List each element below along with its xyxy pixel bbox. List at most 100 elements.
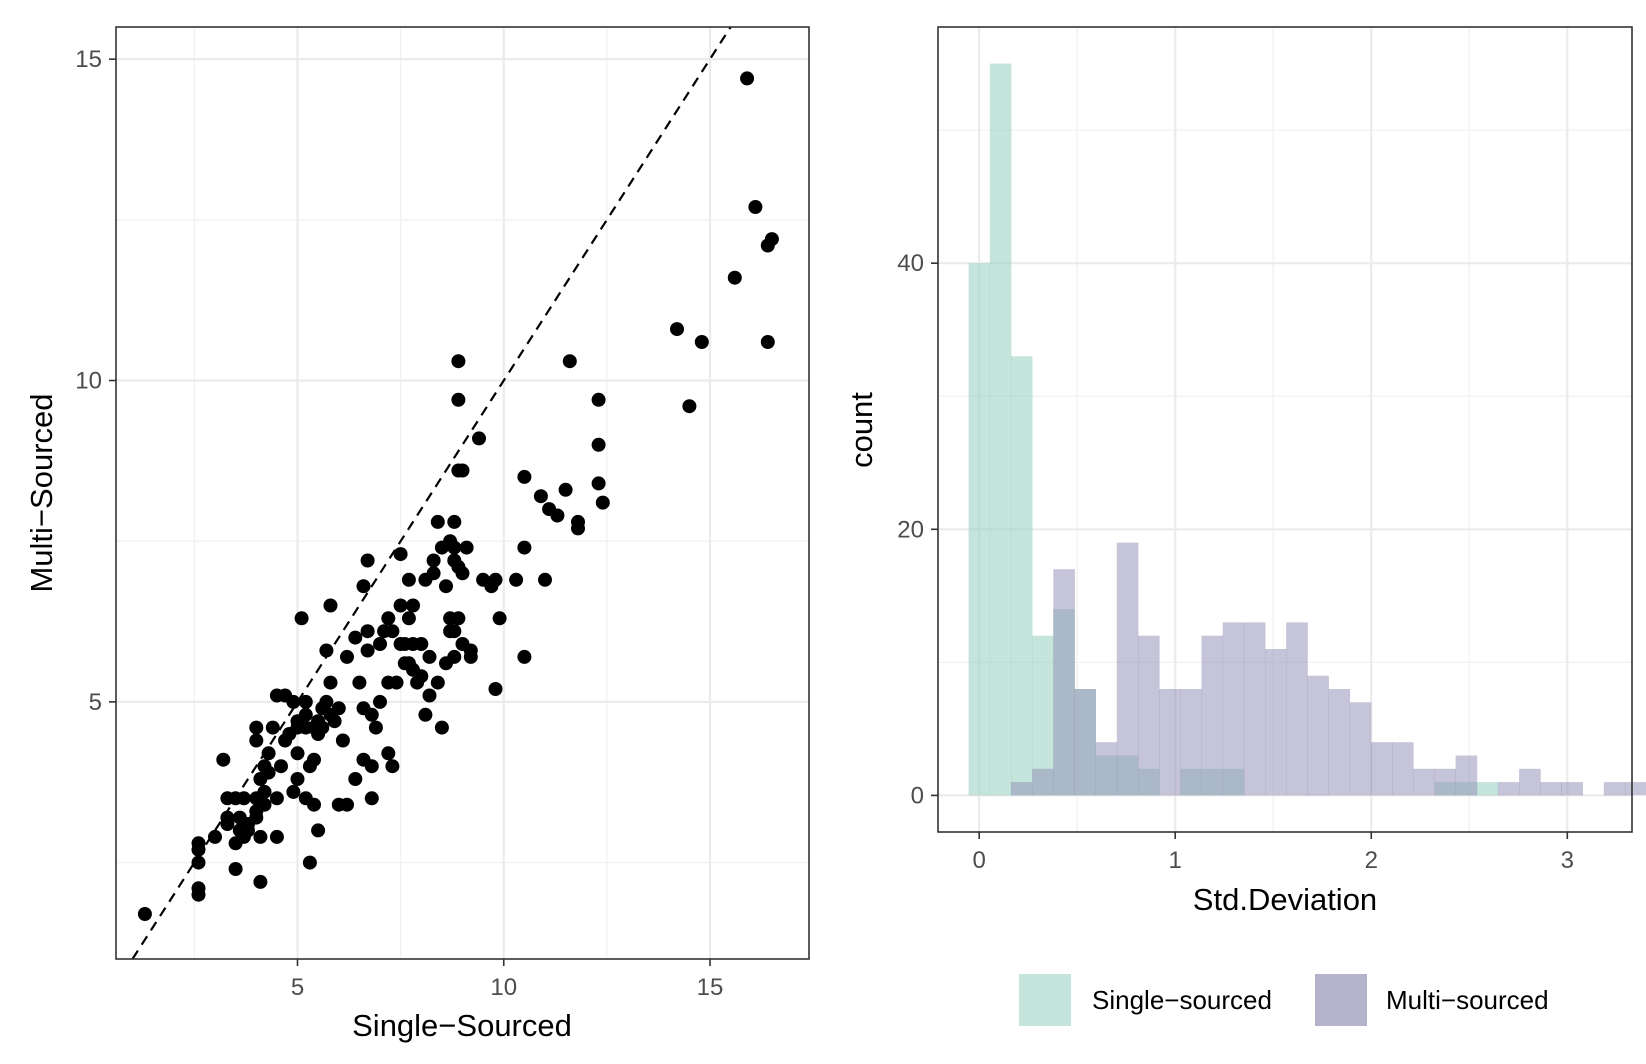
scatter-point xyxy=(430,675,445,690)
scatter-point xyxy=(340,649,354,664)
histogram-bar-multi-sourced xyxy=(1434,768,1456,796)
scatter-point xyxy=(406,598,420,613)
scatter-point xyxy=(249,733,264,748)
scatter-point xyxy=(447,624,462,639)
histogram-bar-multi-sourced xyxy=(1243,622,1266,796)
scatter-point xyxy=(323,675,338,690)
scatter-point xyxy=(591,392,606,407)
scatter-point xyxy=(385,759,400,774)
scatter-point xyxy=(269,829,284,844)
scatter-point xyxy=(401,611,416,626)
histogram-bar-multi-sourced xyxy=(1392,742,1414,796)
scatter-point xyxy=(764,232,779,247)
histogram-x-ticks: 0 1 2 3 xyxy=(972,832,1574,874)
scatter-y-ticks: 5 10 15 xyxy=(75,46,116,716)
scatter-point xyxy=(319,694,334,709)
scatter-point xyxy=(307,797,321,812)
scatter-point xyxy=(294,611,309,626)
scatter-point xyxy=(760,335,775,349)
scatter-point xyxy=(298,694,313,709)
histogram-bar-multi-sourced xyxy=(1222,622,1245,796)
scatter-point xyxy=(558,482,573,497)
scatter-point xyxy=(595,495,610,510)
histogram-bar-multi-sourced xyxy=(1159,689,1181,796)
scatter-point xyxy=(364,707,379,722)
histogram-bar-multi-sourced xyxy=(1561,782,1583,796)
histogram-bar-multi-sourced xyxy=(1116,542,1139,796)
histogram-bar-multi-sourced xyxy=(1286,622,1308,796)
histogram-panel-border xyxy=(937,26,1633,833)
histogram-bar-multi-sourced xyxy=(1497,782,1520,796)
scatter-point xyxy=(414,669,429,684)
histogram-bar-multi-sourced xyxy=(1307,675,1329,796)
scatter-point xyxy=(286,694,301,709)
histogram-bar-multi-sourced xyxy=(1053,569,1075,796)
histogram-bar-multi-sourced xyxy=(1095,742,1118,796)
scatter-point xyxy=(381,611,396,626)
scatter-point xyxy=(682,399,697,414)
scatter-point xyxy=(389,675,404,690)
scatter-point xyxy=(517,649,532,664)
scatter-point xyxy=(302,855,317,870)
scatter-point xyxy=(216,752,231,767)
scatter-point xyxy=(191,887,206,902)
scatter-point xyxy=(331,701,346,716)
scatter-point xyxy=(368,720,383,735)
scatter-point xyxy=(401,572,416,587)
histogram-bar-multi-sourced xyxy=(1413,768,1435,796)
scatter-point xyxy=(220,810,235,825)
legend-label-multi-sourced: Multi−sourced xyxy=(1386,985,1549,1015)
scatter-point xyxy=(253,874,268,889)
scatter-point xyxy=(261,746,276,761)
scatter-point xyxy=(269,791,284,806)
scatter-point xyxy=(360,553,375,568)
scatter-point xyxy=(274,759,288,774)
histogram-bar-single-sourced xyxy=(1010,356,1033,796)
scatter-point xyxy=(364,759,379,774)
scatter-point xyxy=(315,720,330,735)
scatter-point xyxy=(236,791,251,806)
scatter-point xyxy=(430,514,445,529)
histogram-y-tick-label: 20 xyxy=(897,516,924,543)
scatter-point xyxy=(727,270,742,285)
histogram-bar-multi-sourced xyxy=(1603,782,1626,796)
histogram-bar-multi-sourced xyxy=(1180,689,1202,796)
scatter-y-tick-label: 10 xyxy=(75,368,102,395)
scatter-point xyxy=(538,572,552,587)
scatter-point xyxy=(447,514,462,529)
scatter-point xyxy=(261,765,276,780)
scatter-point xyxy=(451,611,466,626)
legend-key-multi-sourced xyxy=(1315,974,1367,1026)
histogram-bar-multi-sourced xyxy=(1138,635,1160,796)
scatter-point xyxy=(249,720,264,735)
scatter-point xyxy=(422,688,437,703)
scatter-point xyxy=(381,746,396,761)
histogram-x-tick-label: 0 xyxy=(972,847,985,874)
scatter-point xyxy=(455,463,470,478)
scatter-point xyxy=(356,579,371,594)
legend-label-single-sourced: Single−sourced xyxy=(1092,985,1272,1015)
scatter-point xyxy=(451,392,466,407)
histogram-bar-multi-sourced xyxy=(1328,689,1351,796)
scatter-point xyxy=(509,572,524,587)
scatter-point xyxy=(426,553,441,568)
scatter-point xyxy=(319,643,334,658)
scatter-point xyxy=(447,649,462,664)
scatter-point xyxy=(748,200,763,214)
histogram-bar-multi-sourced xyxy=(1032,768,1054,796)
scatter-point xyxy=(348,772,363,786)
histogram-y-tick-label: 0 xyxy=(911,782,924,809)
scatter-point xyxy=(323,598,338,613)
identity-reference-line xyxy=(131,26,732,960)
scatter-point xyxy=(191,836,206,851)
scatter-point xyxy=(257,797,272,812)
histogram-bar-multi-sourced xyxy=(1010,782,1033,796)
scatter-point xyxy=(422,649,437,664)
legend-key-single-sourced xyxy=(1019,974,1071,1026)
scatter-point xyxy=(426,566,441,581)
scatter-point xyxy=(550,508,565,523)
scatter-point xyxy=(517,469,532,484)
scatter-point xyxy=(327,714,342,729)
scatter-point xyxy=(191,855,206,870)
scatter-points xyxy=(137,71,779,921)
